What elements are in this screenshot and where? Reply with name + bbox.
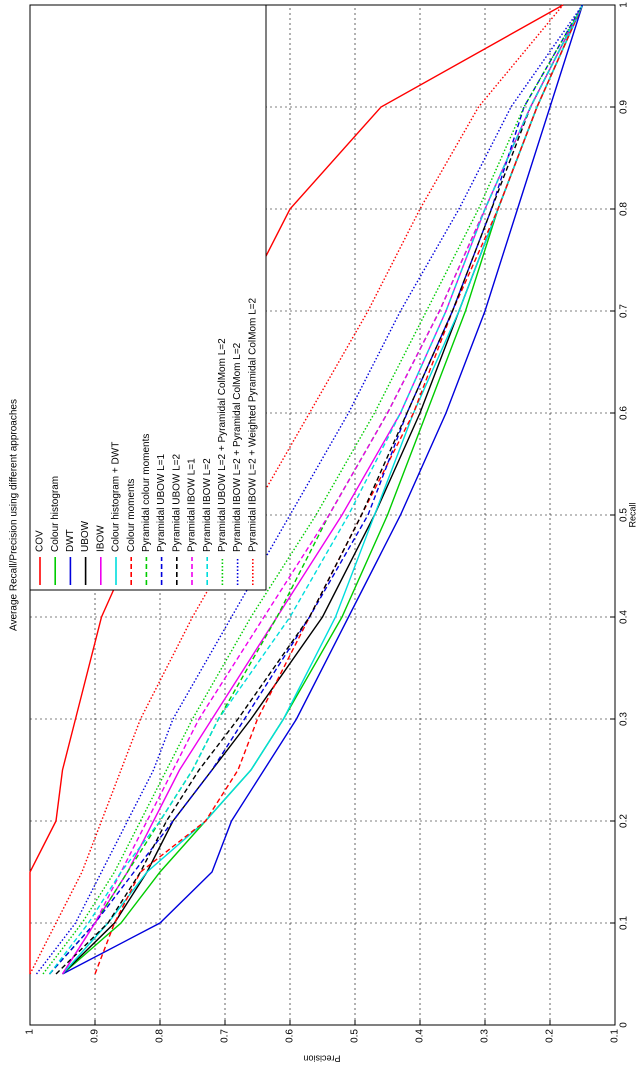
series-line (29, 4, 564, 974)
legend-label: Pyramidal UBOW L=2 + Pyramidal ColMom L=… (217, 338, 228, 552)
x-tick-label: 1 (619, 2, 630, 8)
x-tick-label: 0.7 (619, 304, 630, 318)
legend-label: Colour moments (126, 479, 137, 552)
series-line (35, 4, 584, 975)
y-tick-label: 0.4 (415, 1029, 426, 1043)
legend-label: Pyramidal UBOW L=1 (156, 453, 167, 552)
y-tick-label: 1 (25, 1029, 36, 1035)
x-tick-label: 0.1 (619, 916, 630, 930)
x-tick-label: 0.3 (619, 712, 630, 726)
legend-label: Pyramidal UBOW L=2 (171, 453, 182, 552)
y-tick-label: 0.1 (610, 1029, 621, 1043)
y-tick-label: 0.2 (545, 1029, 556, 1043)
legend-label: Colour histogram + DWT (111, 442, 122, 552)
y-tick-label: 0.7 (220, 1029, 231, 1043)
y-axis-label: Precision (303, 1054, 340, 1064)
x-axis-label: Recall (627, 502, 637, 527)
x-tick-label: 0.6 (619, 406, 630, 420)
legend-label: Pyramidal IBOW L=1 (187, 458, 198, 552)
y-tick-label: 0.5 (350, 1029, 361, 1043)
legend-label: Pyramidal IBOW L=2 + Pyramidal ColMom L=… (232, 342, 243, 552)
series-line (62, 4, 584, 975)
legend-label: Pyramidal colour moments (141, 434, 152, 552)
legend-label: Pyramidal IBOW L=2 (202, 458, 213, 552)
chart-title: Average Recall/Precision using different… (9, 399, 20, 631)
x-tick-label: 0.2 (619, 814, 630, 828)
series-line (48, 4, 584, 975)
y-tick-label: 0.9 (90, 1029, 101, 1043)
series-line (29, 4, 564, 975)
x-tick-label: 0.4 (619, 610, 630, 624)
legend-label: Pyramidal IBOW L=2 + Weighted Pyramidal … (247, 297, 258, 552)
legend-label: UBOW (80, 520, 91, 552)
x-tick-label: 0 (619, 1022, 630, 1028)
legend-label: COV (35, 530, 46, 552)
x-tick-label: 0.8 (619, 202, 630, 216)
y-tick-label: 0.3 (480, 1029, 491, 1043)
y-tick-label: 0.8 (155, 1029, 166, 1043)
legend-label: IBOW (95, 525, 106, 552)
x-tick-label: 0.5 (619, 508, 630, 522)
legend-label: DWT (65, 529, 76, 552)
series-line (42, 4, 584, 975)
legend-box (29, 4, 267, 591)
x-tick-label: 0.9 (619, 100, 630, 114)
y-tick-label: 0.6 (285, 1029, 296, 1043)
legend-label: Colour histogram (50, 476, 61, 552)
series-line (48, 4, 584, 975)
